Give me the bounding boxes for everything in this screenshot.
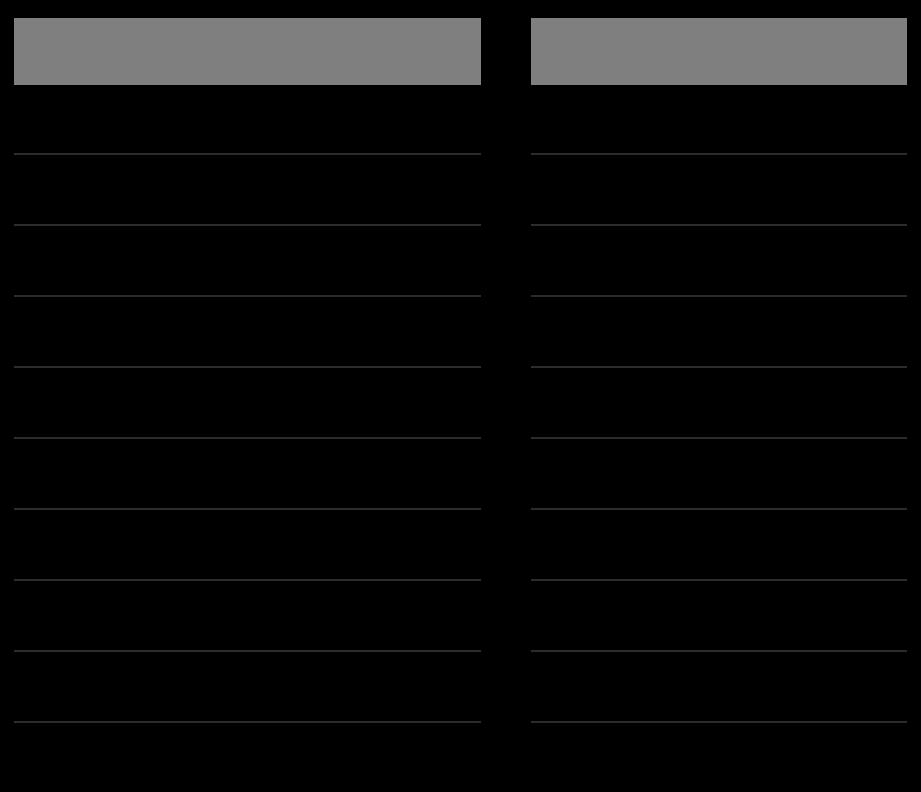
- line-row: [531, 366, 907, 437]
- right-lines-container: [531, 85, 907, 792]
- line-row: [531, 650, 907, 721]
- right-placeholder-box: [531, 18, 907, 85]
- line-row: [14, 153, 481, 224]
- line-row: [531, 721, 907, 792]
- line-row: [531, 224, 907, 295]
- line-row: [531, 579, 907, 650]
- left-lines-container: [14, 85, 481, 792]
- line-row: [531, 153, 907, 224]
- line-row: [14, 437, 481, 508]
- line-row: [531, 295, 907, 366]
- left-column: [14, 18, 481, 792]
- line-row: [14, 295, 481, 366]
- line-row: [531, 437, 907, 508]
- line-row: [14, 721, 481, 792]
- line-row: [14, 579, 481, 650]
- line-row: [14, 224, 481, 295]
- line-row: [531, 508, 907, 579]
- right-column: [531, 18, 907, 792]
- left-placeholder-box: [14, 18, 481, 85]
- line-row: [14, 508, 481, 579]
- line-row: [14, 650, 481, 721]
- line-row: [14, 366, 481, 437]
